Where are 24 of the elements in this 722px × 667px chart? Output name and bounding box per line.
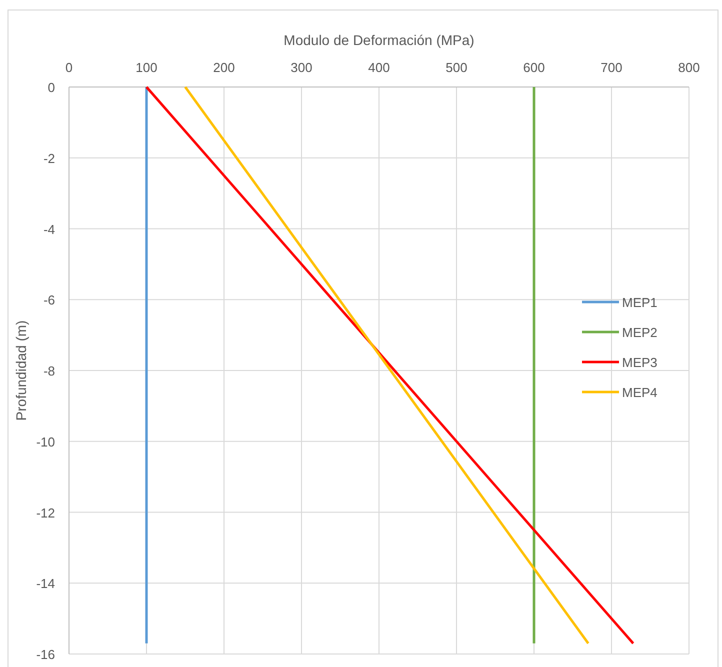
legend-label: MEP3 [622,355,658,370]
y-tick-label: -10 [36,434,55,450]
y-tick-label: -2 [43,150,55,166]
x-tick-label: 0 [65,60,73,75]
x-tick-label: 200 [213,60,235,75]
legend-label: MEP1 [622,295,658,310]
x-tick-label: 800 [678,60,700,75]
x-tick-label: 700 [600,60,622,75]
y-tick-label: 0 [48,80,55,95]
y-axis-title: Profundidad (m) [13,320,29,421]
x-tick-label: 400 [368,60,390,75]
legend-label: MEP4 [622,385,658,400]
x-tick-label: 100 [136,60,158,75]
y-tick-label: -6 [43,292,55,308]
y-tick-label: -16 [36,647,55,662]
x-axis-title: Modulo de Deformación (MPa) [284,32,474,48]
y-tick-label: -14 [36,576,55,592]
legend-label: MEP2 [622,325,658,340]
y-tick-label: -8 [43,364,55,378]
y-tick-label: -12 [36,505,55,520]
x-tick-label: 500 [446,60,468,75]
x-tick-label: 300 [290,60,312,75]
y-tick-label: -4 [43,222,55,237]
x-tick-label: 600 [523,60,545,75]
